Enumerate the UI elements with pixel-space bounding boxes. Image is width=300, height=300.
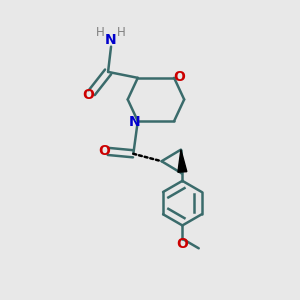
Text: O: O: [173, 70, 185, 84]
Text: H: H: [117, 26, 126, 39]
Text: O: O: [82, 88, 94, 102]
Text: H: H: [96, 26, 105, 39]
Text: O: O: [98, 144, 110, 158]
Polygon shape: [178, 150, 187, 172]
Text: N: N: [128, 115, 140, 129]
Text: O: O: [176, 237, 188, 250]
Text: N: N: [105, 33, 117, 47]
